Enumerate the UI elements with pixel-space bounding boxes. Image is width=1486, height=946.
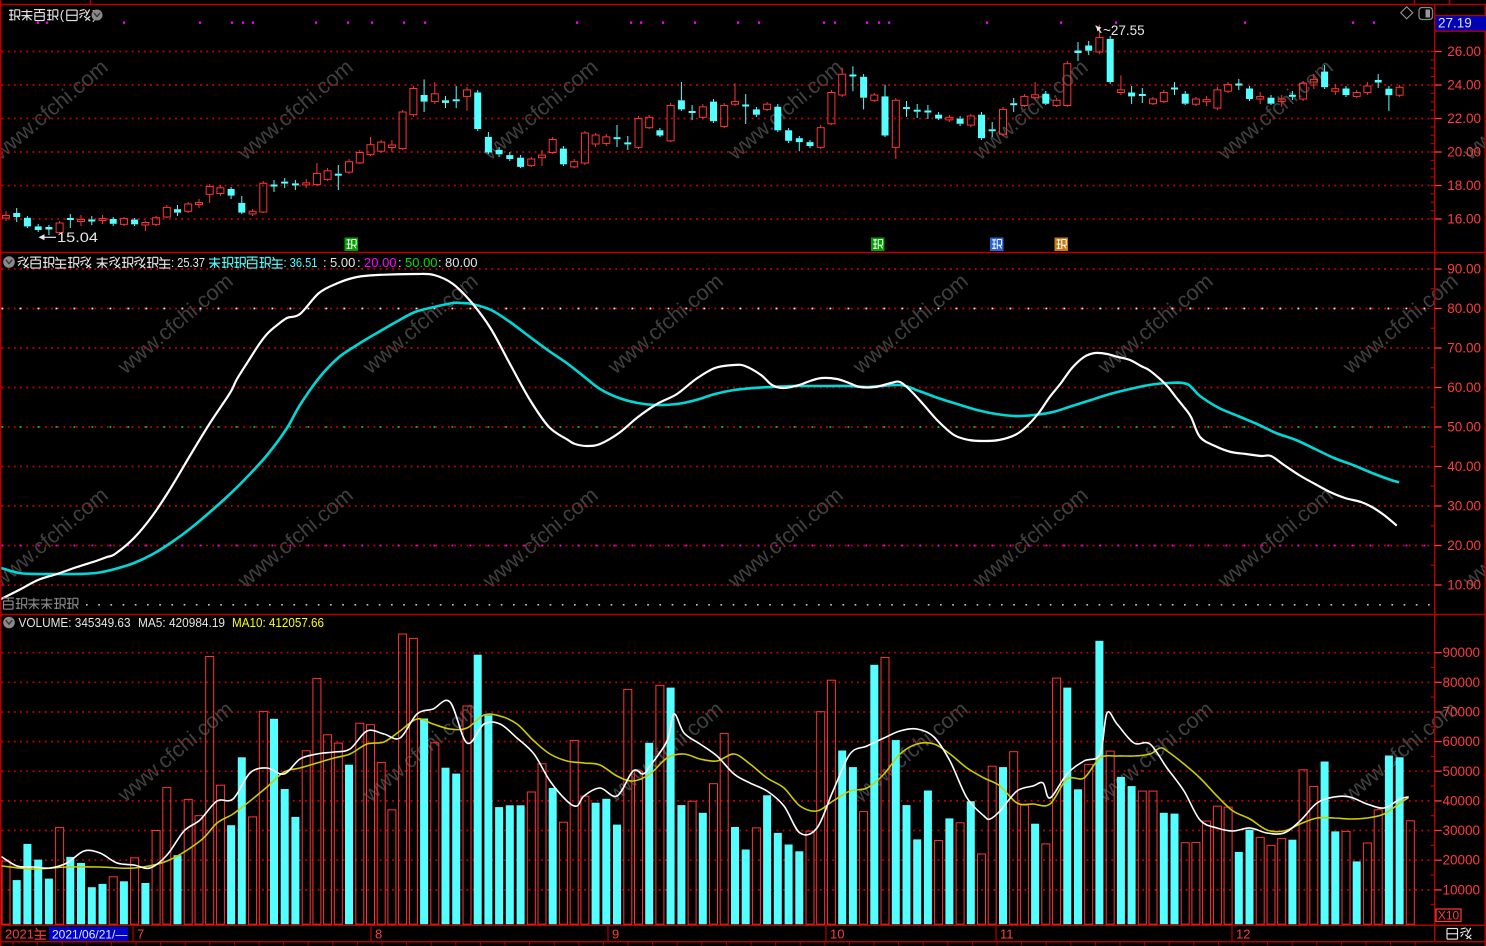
svg-text:5.00: 5.00 bbox=[330, 255, 355, 270]
svg-text:50.00: 50.00 bbox=[1447, 420, 1481, 435]
svg-text:20.00: 20.00 bbox=[1447, 145, 1481, 160]
svg-text:15.04: 15.04 bbox=[57, 230, 99, 245]
svg-text:40000: 40000 bbox=[1442, 793, 1480, 808]
svg-text:70000: 70000 bbox=[1442, 705, 1480, 720]
svg-text:24.00: 24.00 bbox=[1447, 78, 1481, 93]
svg-text:(: ( bbox=[60, 8, 65, 23]
svg-text::: : bbox=[323, 255, 327, 270]
svg-text:20.00: 20.00 bbox=[364, 255, 397, 270]
svg-text:VOLUME: 345349.63: VOLUME: 345349.63 bbox=[19, 615, 131, 630]
svg-text:9: 9 bbox=[612, 927, 619, 942]
svg-text:50000: 50000 bbox=[1442, 764, 1480, 779]
svg-text:90000: 90000 bbox=[1442, 645, 1480, 660]
svg-text:80000: 80000 bbox=[1442, 675, 1480, 690]
svg-text:50.00: 50.00 bbox=[405, 255, 438, 270]
svg-text:70.00: 70.00 bbox=[1447, 341, 1481, 356]
svg-text:60000: 60000 bbox=[1442, 734, 1480, 749]
svg-text:20000: 20000 bbox=[1442, 853, 1480, 868]
svg-text:60.00: 60.00 bbox=[1447, 380, 1481, 395]
svg-text::: : bbox=[357, 255, 361, 270]
svg-text:80.00: 80.00 bbox=[1447, 301, 1481, 316]
svg-text:: 36.51: : 36.51 bbox=[284, 255, 318, 270]
svg-text:2021/06/21/—: 2021/06/21/— bbox=[52, 928, 127, 942]
svg-text:40.00: 40.00 bbox=[1447, 459, 1481, 474]
svg-text:30.00: 30.00 bbox=[1447, 499, 1481, 514]
svg-text:MA5: 420984.19: MA5: 420984.19 bbox=[138, 615, 225, 630]
svg-text:26.00: 26.00 bbox=[1447, 44, 1481, 59]
svg-text:30000: 30000 bbox=[1442, 823, 1480, 838]
svg-text:: 25.37: : 25.37 bbox=[171, 255, 205, 270]
svg-text:10: 10 bbox=[830, 927, 844, 942]
svg-text:7: 7 bbox=[137, 927, 144, 942]
svg-text:X10: X10 bbox=[1438, 909, 1460, 923]
svg-text:10000: 10000 bbox=[1442, 882, 1480, 897]
svg-text:11: 11 bbox=[1000, 927, 1014, 942]
svg-text:18.00: 18.00 bbox=[1447, 178, 1481, 193]
svg-text:MA10: 412057.66: MA10: 412057.66 bbox=[232, 615, 324, 630]
svg-text:2021: 2021 bbox=[5, 927, 34, 942]
svg-text:~27.55: ~27.55 bbox=[1103, 23, 1145, 38]
svg-text:90.00: 90.00 bbox=[1447, 262, 1481, 277]
svg-text:22.00: 22.00 bbox=[1447, 111, 1481, 126]
svg-text:80.00: 80.00 bbox=[445, 255, 478, 270]
svg-text:12: 12 bbox=[1236, 927, 1250, 942]
svg-text:27.19: 27.19 bbox=[1438, 16, 1472, 31]
svg-text::: : bbox=[438, 255, 442, 270]
svg-text:10.00: 10.00 bbox=[1447, 578, 1481, 593]
svg-text:20.00: 20.00 bbox=[1447, 538, 1481, 553]
svg-text:8: 8 bbox=[375, 927, 382, 942]
svg-text::: : bbox=[398, 255, 402, 270]
svg-text:16.00: 16.00 bbox=[1447, 212, 1481, 227]
